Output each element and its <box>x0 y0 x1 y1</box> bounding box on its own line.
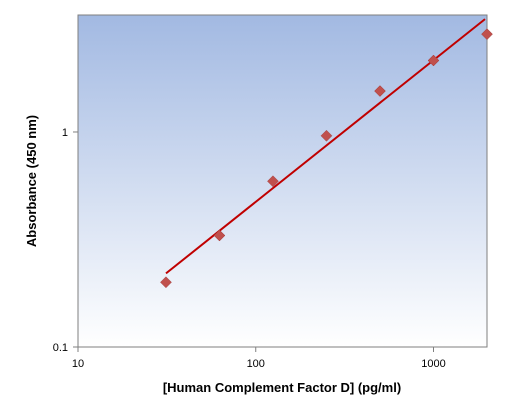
x-axis-label: [Human Complement Factor D] (pg/ml) <box>163 380 401 395</box>
data-point-layer <box>160 28 493 289</box>
x-axis: 10 100 1000 <box>72 347 446 370</box>
data-point <box>374 85 386 97</box>
x-tick-label: 1000 <box>421 358 445 370</box>
data-point <box>320 129 333 142</box>
y-axis: 0.11 <box>53 127 78 354</box>
x-tick-label: 10 <box>72 358 84 370</box>
y-tick-label: 1 <box>62 127 68 139</box>
data-point <box>213 229 226 242</box>
data-point <box>481 28 493 41</box>
data-point <box>427 54 440 67</box>
y-axis-label: Absorbance (450 nm) <box>24 115 39 247</box>
data-point <box>267 175 279 188</box>
y-tick-label: 0.1 <box>53 342 68 354</box>
x-tick-label: 100 <box>247 358 265 370</box>
data-point <box>160 276 172 289</box>
